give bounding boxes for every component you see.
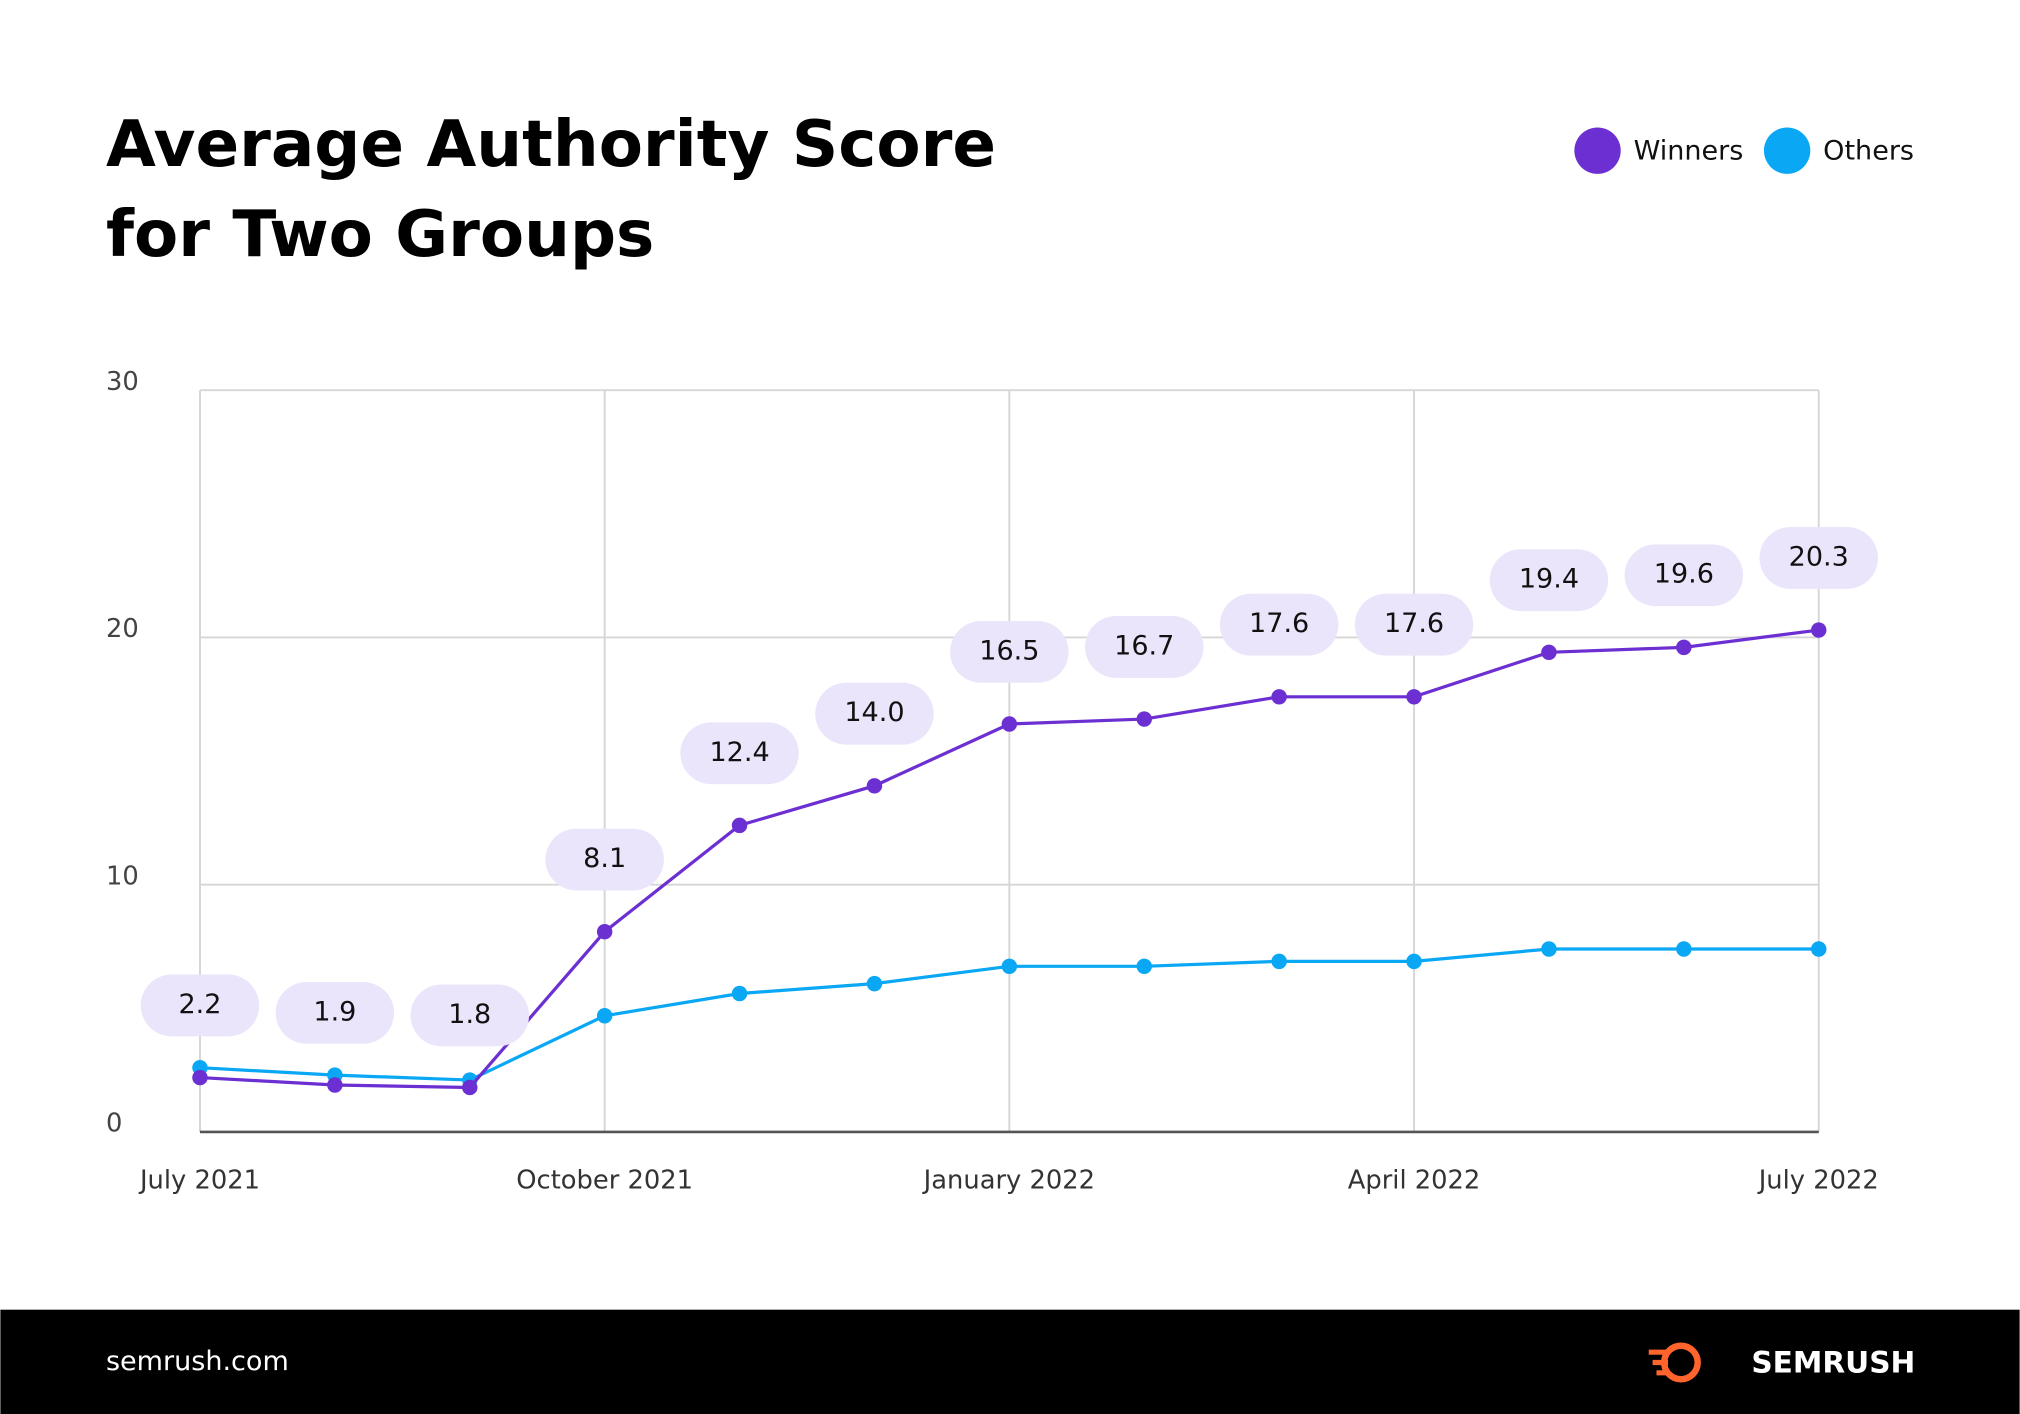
value-label: 16.5 bbox=[979, 635, 1039, 666]
legend-swatch bbox=[1763, 127, 1811, 174]
footer-band bbox=[0, 1309, 2020, 1414]
data-point bbox=[1271, 953, 1287, 970]
data-point bbox=[1541, 941, 1557, 957]
value-label: 19.4 bbox=[1519, 564, 1579, 595]
data-point bbox=[1811, 622, 1827, 638]
x-tick-label: July 2021 bbox=[138, 1165, 260, 1195]
value-label: 1.8 bbox=[448, 999, 491, 1030]
data-point bbox=[731, 985, 748, 1002]
footer-site: semrush.com bbox=[106, 1346, 289, 1377]
brand-logo bbox=[1648, 1342, 1701, 1383]
x-tick-label: April 2022 bbox=[1348, 1165, 1481, 1195]
y-tick-label: 30 bbox=[106, 367, 139, 397]
legend-label: Winners bbox=[1634, 135, 1744, 166]
data-point bbox=[1001, 958, 1018, 975]
data-point bbox=[327, 1077, 343, 1093]
value-label-pill bbox=[1219, 593, 1339, 656]
value-label-pill bbox=[1085, 616, 1204, 678]
legend-swatch bbox=[1574, 127, 1621, 174]
value-label-pill bbox=[1354, 593, 1474, 656]
value-label: 17.6 bbox=[1249, 608, 1309, 639]
value-label-pill bbox=[1624, 544, 1744, 607]
data-point bbox=[596, 923, 613, 940]
value-label-pill bbox=[680, 722, 799, 785]
x-tick-label: July 2022 bbox=[1757, 1165, 1879, 1195]
x-tick-label: January 2022 bbox=[922, 1165, 1095, 1195]
value-label-pill bbox=[410, 984, 530, 1047]
data-point bbox=[866, 778, 883, 794]
value-label: 20.3 bbox=[1789, 541, 1849, 572]
y-tick-label: 0 bbox=[106, 1109, 122, 1139]
value-label-pill bbox=[545, 828, 664, 891]
y-tick-label: 10 bbox=[106, 861, 139, 891]
x-tick-label: October 2021 bbox=[516, 1165, 693, 1195]
legend-label: Others bbox=[1823, 135, 1914, 166]
data-point bbox=[1541, 644, 1557, 661]
data-point bbox=[1271, 689, 1287, 705]
value-label-pill bbox=[140, 974, 260, 1037]
value-label: 19.6 bbox=[1654, 559, 1714, 590]
value-label: 1.9 bbox=[313, 996, 356, 1027]
data-point bbox=[1676, 941, 1692, 957]
data-point bbox=[1136, 958, 1152, 975]
data-point bbox=[1676, 639, 1692, 656]
y-tick-label: 20 bbox=[106, 614, 139, 644]
value-label: 12.4 bbox=[709, 737, 769, 768]
footer-brand: SEMRUSH bbox=[1751, 1345, 1915, 1379]
data-point bbox=[1406, 953, 1422, 970]
value-label-pill bbox=[275, 981, 395, 1044]
data-point bbox=[192, 1069, 208, 1086]
data-point bbox=[866, 975, 883, 992]
value-label: 8.1 bbox=[583, 843, 626, 874]
data-point bbox=[1406, 689, 1422, 705]
value-label-pill bbox=[950, 620, 1069, 683]
value-label: 2.2 bbox=[178, 989, 221, 1020]
value-label-pill bbox=[815, 682, 934, 745]
data-point bbox=[1811, 941, 1827, 957]
value-label-pill bbox=[1489, 549, 1609, 612]
data-point bbox=[731, 817, 748, 834]
data-point bbox=[462, 1079, 478, 1096]
data-point bbox=[1001, 716, 1018, 732]
chart-title: Average Authority Score for Two Groups bbox=[106, 107, 996, 272]
value-label: 17.6 bbox=[1384, 608, 1444, 639]
value-label-pill bbox=[1759, 527, 1878, 589]
data-point bbox=[1136, 711, 1152, 727]
value-label: 14.0 bbox=[844, 697, 904, 728]
data-point bbox=[596, 1008, 613, 1024]
value-label: 16.7 bbox=[1114, 630, 1174, 661]
